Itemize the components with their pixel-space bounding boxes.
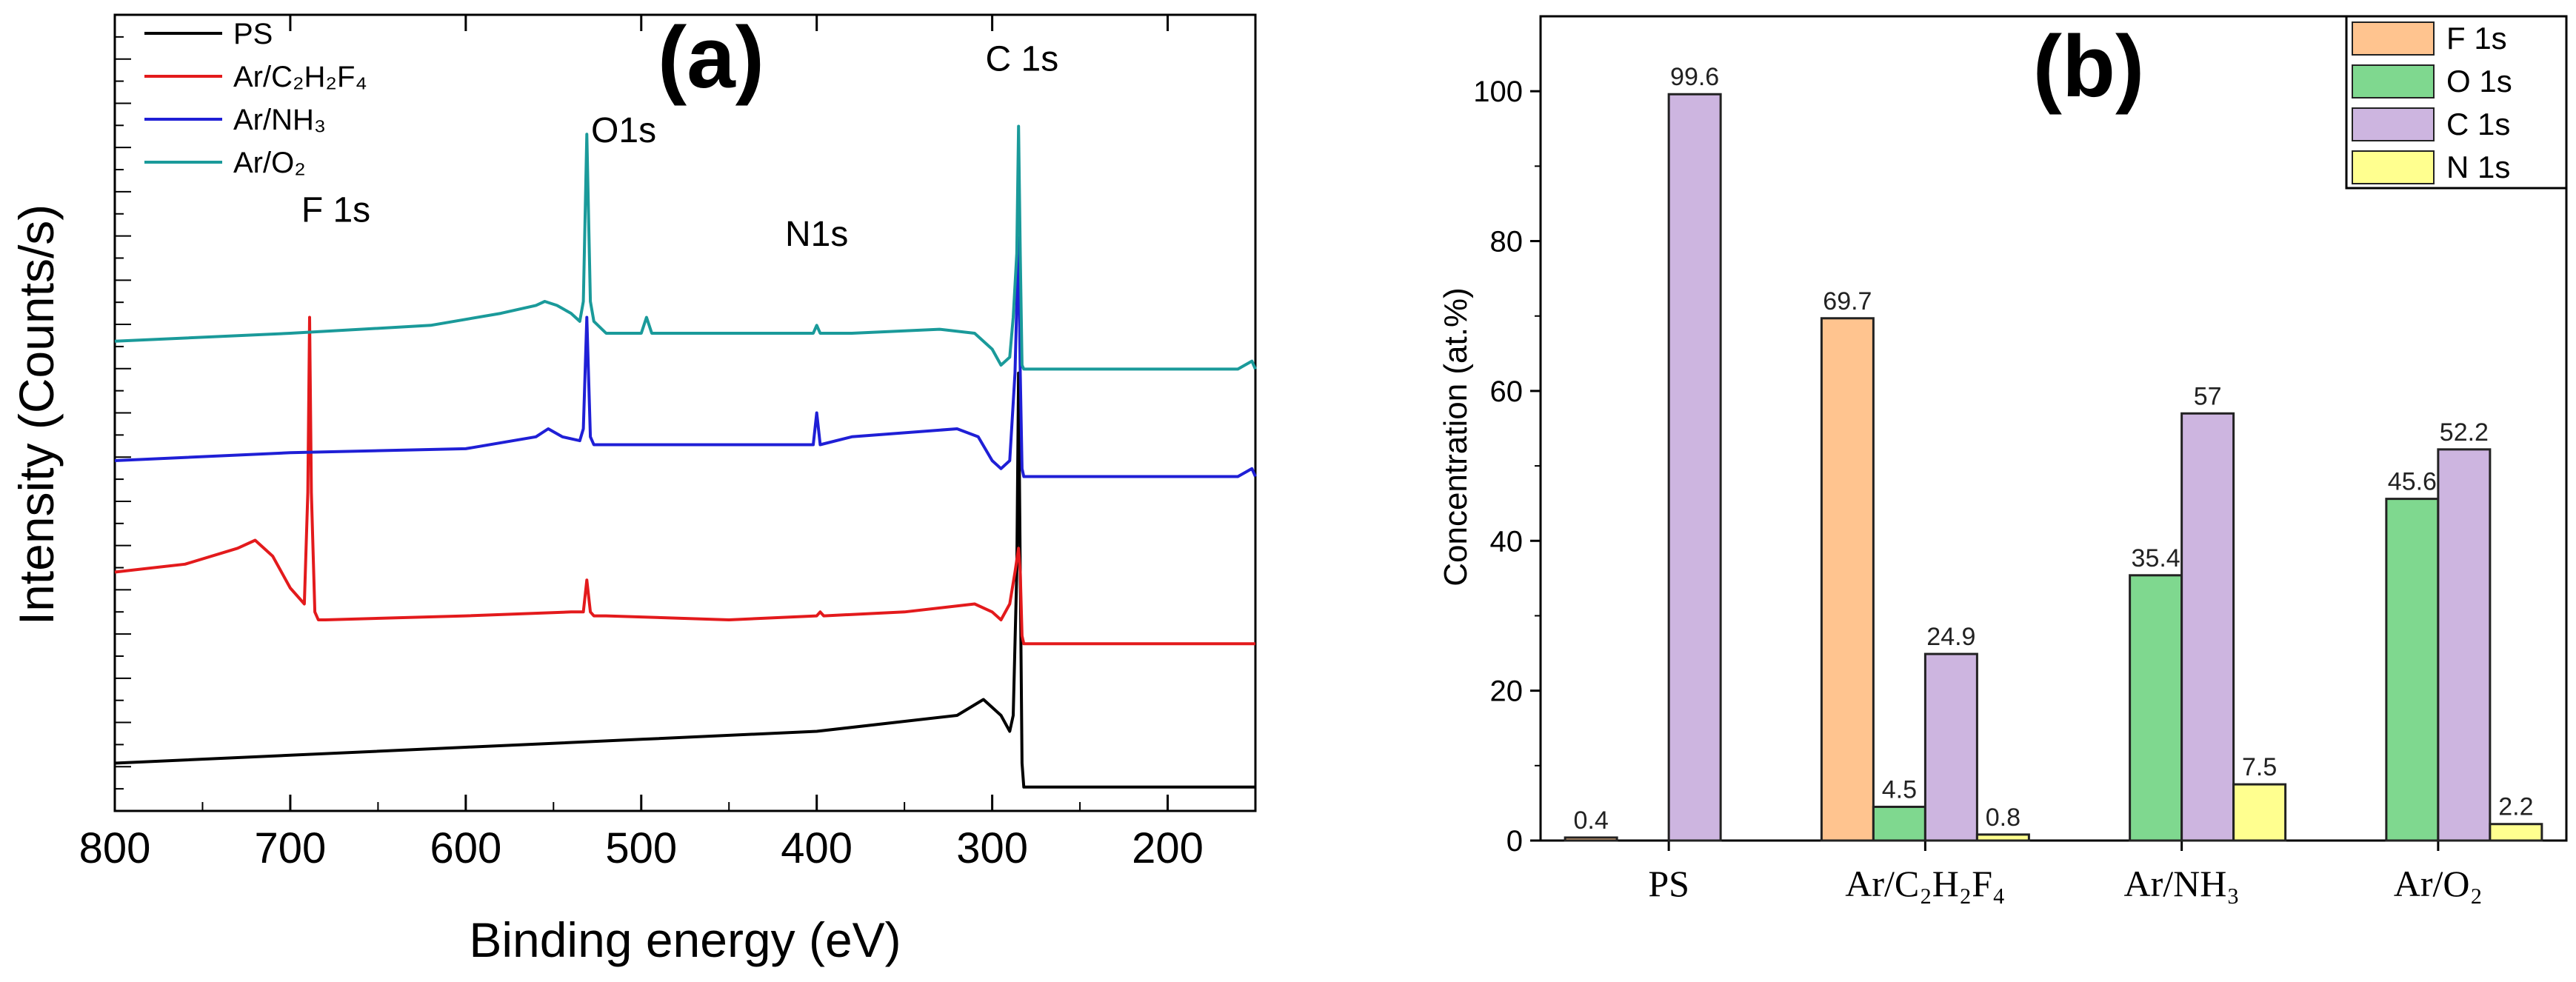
legend-label-1: O 1s bbox=[2446, 64, 2512, 98]
data-label: 0.4 bbox=[1573, 806, 1608, 835]
bar-c-1s bbox=[2437, 448, 2492, 842]
spectrum-line-1 bbox=[114, 315, 1255, 646]
peak-label: O1s bbox=[591, 111, 656, 150]
bar-n-1s bbox=[2232, 783, 2287, 842]
x-tick-label: 500 bbox=[605, 824, 677, 872]
data-label: 7.5 bbox=[2242, 753, 2277, 781]
bar-f-1s bbox=[1820, 317, 1875, 842]
x-tick-label: 200 bbox=[1132, 824, 1204, 872]
legend-swatch-3 bbox=[2352, 150, 2435, 184]
panel-label-b: (b) bbox=[2033, 18, 2145, 116]
y-tick-label: 0 bbox=[1506, 825, 1523, 858]
bar-f-1s bbox=[1564, 836, 1618, 842]
legend-swatch-2 bbox=[2352, 107, 2435, 141]
peak-label: N1s bbox=[785, 215, 848, 254]
y-axis-title: Concentration (at.%) bbox=[1438, 287, 1474, 587]
data-label: 4.5 bbox=[1882, 775, 1917, 804]
y-tick-label: 80 bbox=[1490, 226, 1524, 258]
spectrum-line-2 bbox=[114, 236, 1257, 478]
bar-c-1s bbox=[1667, 93, 1722, 842]
y-tick-label: 20 bbox=[1490, 675, 1524, 708]
legend-label-3: Ar/O₂ bbox=[233, 147, 306, 179]
legend-label-1: Ar/C₂H₂F₄ bbox=[233, 61, 367, 93]
data-label: 99.6 bbox=[1670, 63, 1719, 91]
y-tick-label: 40 bbox=[1490, 525, 1524, 558]
category-label: PS bbox=[1648, 863, 1689, 904]
bar-o-1s bbox=[1872, 805, 1926, 842]
peak-label: C 1s bbox=[986, 39, 1059, 79]
spectrum-line-3 bbox=[114, 124, 1257, 371]
data-label: 35.4 bbox=[2132, 544, 2180, 572]
x-tick-label: 800 bbox=[79, 824, 151, 872]
bar-o-1s bbox=[2385, 498, 2440, 842]
panel-a-xps-spectra: 800 700 600 500 400 300 200 PS Ar/C₂H₂F₄ Ar/NH₃ Ar… bbox=[9, 9, 1257, 967]
legend-label-3: N 1s bbox=[2446, 150, 2510, 184]
x-tick-label: 600 bbox=[430, 824, 501, 872]
legend-label-0: F 1s bbox=[2446, 21, 2507, 56]
data-label: 57 bbox=[2194, 382, 2222, 410]
x-axis-title: Binding energy (eV) bbox=[469, 912, 901, 967]
x-tick-label: 300 bbox=[956, 824, 1028, 872]
y-axis-title: Intensity (Counts/s) bbox=[9, 204, 64, 626]
panel-label-a: (a) bbox=[658, 9, 764, 107]
legend-label-2: C 1s bbox=[2446, 107, 2510, 141]
legend-swatch-0 bbox=[2352, 21, 2435, 56]
legend-label-0: PS bbox=[233, 18, 273, 50]
panel-b-concentration-bar-chart: 0 20 40 60 80 100 PS Ar/C₂H₂F₄ Ar/NH₃ Ar/O₂ 0.4 99.… bbox=[1438, 15, 2568, 904]
data-label: 2.2 bbox=[2498, 793, 2533, 821]
category-label: Ar/C₂H₂F₄ bbox=[1845, 863, 2005, 904]
legend-label-2: Ar/NH₃ bbox=[233, 104, 326, 136]
panel-b-frame bbox=[1539, 15, 2568, 842]
legend-swatch-1 bbox=[2352, 64, 2435, 98]
bar-o-1s bbox=[2129, 574, 2183, 842]
category-label: Ar/O₂ bbox=[2394, 863, 2483, 904]
data-label: 52.2 bbox=[2440, 418, 2489, 447]
y-tick-label: 100 bbox=[1473, 76, 1523, 108]
x-tick-label: 700 bbox=[255, 824, 327, 872]
bar-c-1s bbox=[1923, 652, 1978, 842]
spectrum-line-0 bbox=[114, 371, 1255, 789]
y-tick-label: 60 bbox=[1490, 375, 1524, 408]
x-tick-label: 400 bbox=[781, 824, 852, 872]
data-label: 0.8 bbox=[1986, 804, 2021, 832]
bar-c-1s bbox=[2180, 412, 2235, 842]
data-label: 45.6 bbox=[2388, 468, 2437, 496]
peak-label: F 1s bbox=[301, 191, 370, 230]
category-label: Ar/NH₃ bbox=[2123, 863, 2239, 904]
data-label: 69.7 bbox=[1823, 287, 1872, 315]
data-label: 24.9 bbox=[1926, 623, 1975, 651]
bar-n-1s bbox=[2489, 823, 2543, 842]
bar-n-1s bbox=[1975, 833, 2030, 842]
